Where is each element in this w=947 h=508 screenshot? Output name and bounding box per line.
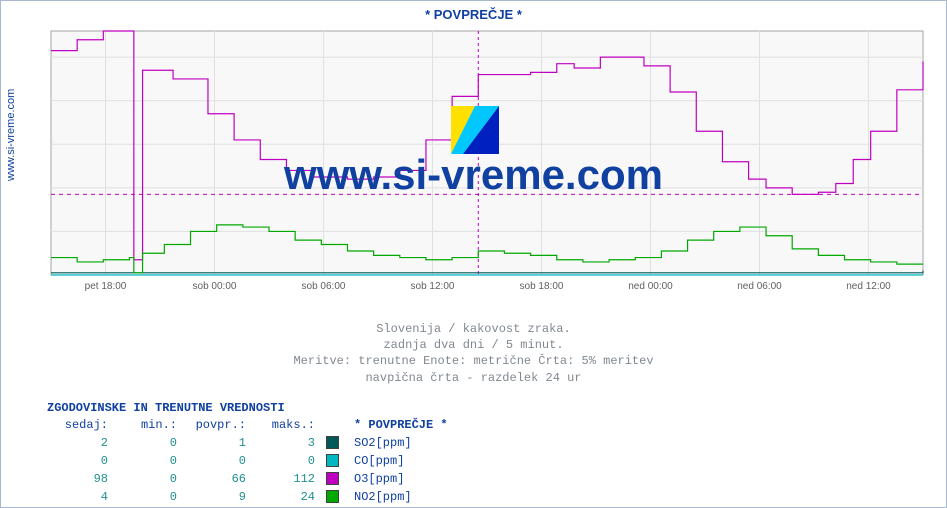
series-label: O3[ppm] xyxy=(353,471,456,487)
legend-swatch xyxy=(326,490,339,503)
stats-col-head: maks.: xyxy=(256,417,323,433)
stats-table: ZGODOVINSKE IN TRENUTNE VREDNOSTI sedaj:… xyxy=(47,401,458,507)
series-label: CO[ppm] xyxy=(353,453,456,469)
svg-text:sob 00:00: sob 00:00 xyxy=(193,281,237,292)
series-label: SO2[ppm] xyxy=(353,435,456,451)
stats-col-head: sedaj: xyxy=(49,417,116,433)
legend-swatch xyxy=(326,454,339,467)
chart-plot: 020406080100pet 18:00sob 00:00sob 06:00s… xyxy=(47,27,927,299)
stats-col-head: min.: xyxy=(118,417,185,433)
chart-title: * POVPREČJE * xyxy=(1,1,946,22)
svg-text:sob 06:00: sob 06:00 xyxy=(302,281,346,292)
stats-row: 0000CO[ppm] xyxy=(49,453,456,469)
stats-col-head: povpr.: xyxy=(187,417,254,433)
legend-swatch xyxy=(326,472,339,485)
svg-text:sob 12:00: sob 12:00 xyxy=(411,281,455,292)
stats-header: ZGODOVINSKE IN TRENUTNE VREDNOSTI xyxy=(47,401,458,415)
caption-line: navpična črta - razdelek 24 ur xyxy=(1,370,946,386)
caption-line: zadnja dva dni / 5 minut. xyxy=(1,337,946,353)
stats-row: 40924NO2[ppm] xyxy=(49,489,456,505)
svg-text:pet 18:00: pet 18:00 xyxy=(85,281,127,292)
stats-row: 2013SO2[ppm] xyxy=(49,435,456,451)
stats-row: 98066112O3[ppm] xyxy=(49,471,456,487)
svg-text:sob 18:00: sob 18:00 xyxy=(520,281,564,292)
y-axis-label: www.si-vreme.com xyxy=(5,89,17,181)
series-label: NO2[ppm] xyxy=(353,489,456,505)
svg-text:ned 12:00: ned 12:00 xyxy=(846,281,891,292)
caption-line: Meritve: trenutne Enote: metrične Črta: … xyxy=(1,353,946,369)
svg-text:ned 06:00: ned 06:00 xyxy=(737,281,782,292)
svg-text:ned 00:00: ned 00:00 xyxy=(628,281,673,292)
legend-swatch xyxy=(326,436,339,449)
stats-series-head: * POVPREČJE * xyxy=(353,417,456,433)
caption-line: Slovenija / kakovost zraka. xyxy=(1,321,946,337)
chart-caption: Slovenija / kakovost zraka. zadnja dva d… xyxy=(1,321,946,386)
